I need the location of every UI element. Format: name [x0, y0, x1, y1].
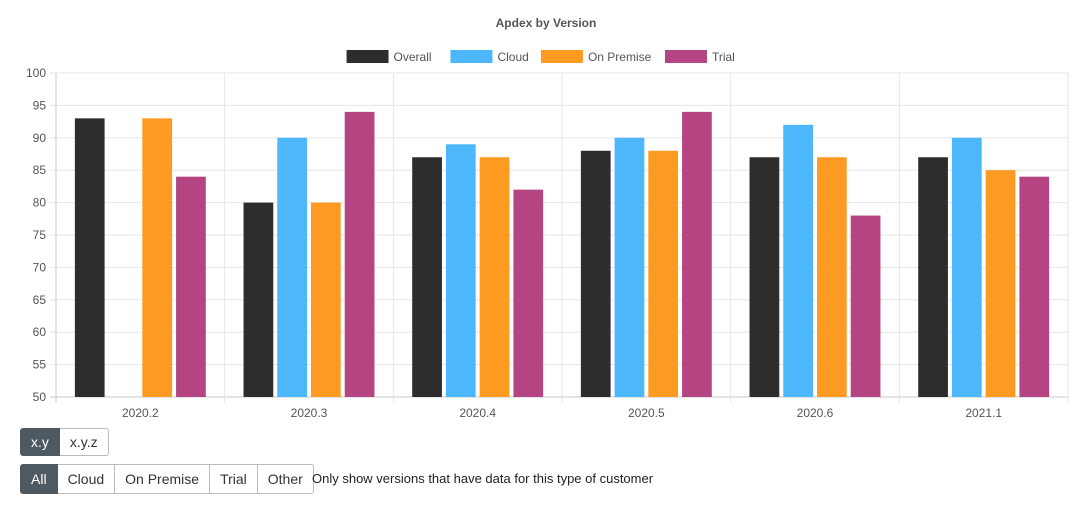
format-xyz-button[interactable]: x.y.z [59, 428, 109, 456]
bar-trial-2020-6[interactable] [850, 215, 881, 397]
bar-on-premise-2020-6[interactable] [817, 157, 847, 397]
chart-grid [50, 72, 1069, 403]
bar-on-premise-2020-3[interactable] [311, 202, 341, 397]
legend-swatch-on-premise[interactable] [540, 50, 583, 63]
bar-overall-2020-6[interactable] [749, 157, 780, 397]
y-tick-label: 65 [33, 293, 47, 307]
bar-cloud-2020-3[interactable] [277, 137, 307, 398]
bar-on-premise-2020-5[interactable] [648, 150, 679, 397]
bar-on-premise-2020-2[interactable] [142, 118, 173, 398]
x-tick-label: 2020.3 [291, 406, 328, 420]
bar-overall-2020-4[interactable] [412, 157, 442, 397]
y-tick-label: 50 [33, 390, 47, 404]
bar-overall-2020-3[interactable] [243, 202, 274, 397]
bar-cloud-2020-6[interactable] [783, 124, 813, 397]
bar-on-premise-2021-1[interactable] [985, 170, 1016, 397]
x-tick-label: 2020.4 [459, 406, 496, 420]
bar-overall-2020-2[interactable] [74, 118, 105, 398]
filter-cloud-button[interactable]: Cloud [57, 464, 116, 494]
bar-trial-2021-1[interactable] [1019, 176, 1050, 397]
chart-axes: 50 55 60 65 70 75 80 85 90 95 100 2020.2 2020.3 2020.… [26, 66, 1002, 420]
y-tick-label: 95 [33, 98, 47, 112]
chart-legend[interactable]: Overall Cloud On Premise Trial [346, 50, 735, 64]
version-format-toggle: x.y x.y.z [20, 428, 109, 456]
bar-trial-2020-2[interactable] [176, 176, 206, 397]
y-tick-label: 75 [33, 228, 47, 242]
apdex-chart: 50 55 60 65 70 75 80 85 90 95 100 2020.2 2020.3 2020.… [26, 16, 1069, 420]
legend-swatch-cloud[interactable] [450, 50, 493, 63]
bar-overall-2020-5[interactable] [580, 150, 611, 397]
legend-label-trial[interactable]: Trial [712, 50, 735, 64]
y-tick-label: 70 [33, 260, 47, 274]
bar-cloud-2021-1[interactable] [951, 137, 982, 398]
customer-filter-group: All Cloud On Premise Trial Other [20, 464, 314, 494]
chart-title: Apdex by Version [496, 16, 597, 30]
bar-cloud-2020-5[interactable] [614, 137, 645, 398]
legend-swatch-overall[interactable] [346, 50, 389, 63]
bar-overall-2021-1[interactable] [918, 157, 948, 397]
y-tick-label: 55 [33, 358, 47, 372]
legend-label-cloud[interactable]: Cloud [497, 50, 528, 64]
legend-swatch-trial[interactable] [664, 50, 707, 63]
y-tick-label: 60 [33, 325, 47, 339]
x-tick-label: 2020.5 [628, 406, 665, 420]
bar-cloud-2020-4[interactable] [445, 144, 476, 397]
y-tick-label: 80 [33, 196, 47, 210]
bar-trial-2020-5[interactable] [682, 111, 712, 397]
filter-trial-button[interactable]: Trial [210, 464, 258, 494]
filter-other-button[interactable]: Other [257, 464, 314, 494]
x-tick-label: 2020.6 [797, 406, 834, 420]
legend-label-on-premise[interactable]: On Premise [588, 50, 652, 64]
bar-trial-2020-3[interactable] [344, 111, 375, 397]
bar-trial-2020-4[interactable] [513, 189, 544, 397]
format-xy-button[interactable]: x.y [20, 428, 60, 456]
legend-label-overall[interactable]: Overall [394, 50, 432, 64]
y-tick-label: 90 [33, 131, 47, 145]
chart-bars [74, 111, 1050, 398]
filter-on-premise-button[interactable]: On Premise [115, 464, 211, 494]
y-tick-label: 85 [33, 163, 47, 177]
x-tick-label: 2021.1 [965, 406, 1002, 420]
filter-note: Only show versions that have data for th… [312, 471, 654, 486]
x-tick-label: 2020.2 [122, 406, 159, 420]
y-tick-label: 100 [26, 66, 46, 80]
bar-on-premise-2020-4[interactable] [479, 157, 510, 397]
filter-all-button[interactable]: All [20, 464, 58, 494]
